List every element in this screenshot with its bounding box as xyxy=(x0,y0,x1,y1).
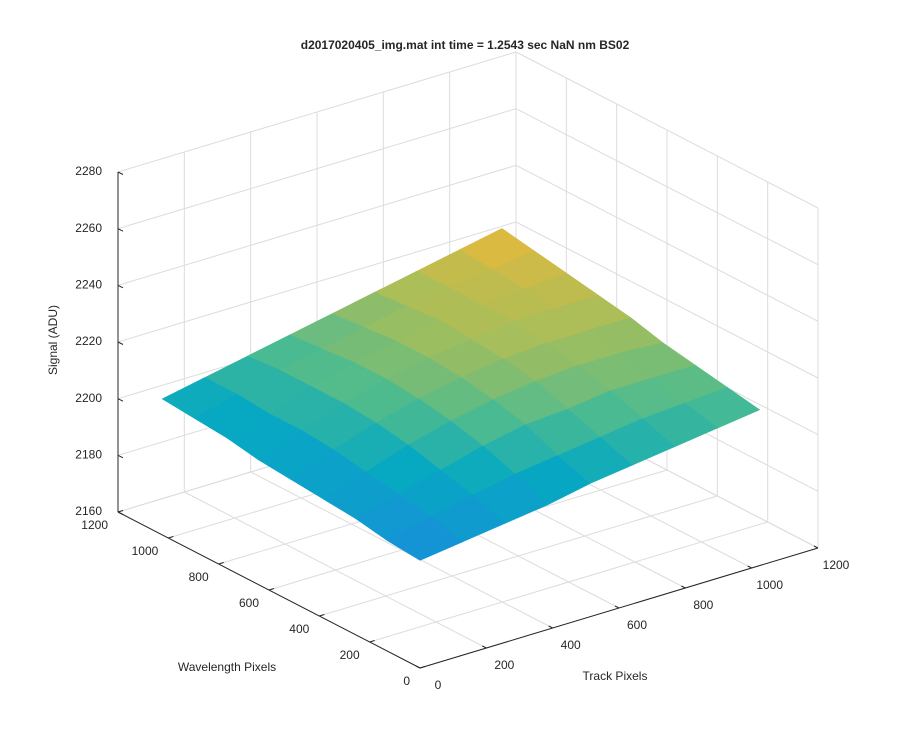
y-tick-label: 600 xyxy=(239,596,259,610)
x-tick xyxy=(548,625,553,629)
surface-cell xyxy=(387,516,464,561)
y-tick xyxy=(218,562,224,565)
y-tick xyxy=(168,536,174,539)
x-tick xyxy=(415,665,421,669)
x-tick xyxy=(482,645,487,649)
grid-line xyxy=(117,221,517,343)
y-tick-label: 800 xyxy=(189,570,209,584)
x-tick-label: 400 xyxy=(561,638,581,652)
y-tick xyxy=(319,614,325,617)
x-tick-label: 600 xyxy=(627,618,647,632)
z-tick-label: 2200 xyxy=(75,391,102,405)
z-tick xyxy=(117,284,124,289)
grid-line xyxy=(515,51,819,209)
surface xyxy=(161,228,761,561)
z-tick-label: 2240 xyxy=(75,278,102,292)
z-tick-label: 2160 xyxy=(75,504,102,518)
y-axis-label: Wavelength Pixels xyxy=(178,660,276,674)
x-tick xyxy=(747,565,752,569)
y-tick xyxy=(268,588,275,591)
y-tick-label: 0 xyxy=(403,674,410,688)
grid-line xyxy=(515,164,819,322)
z-tick xyxy=(117,511,124,515)
x-axis-label: Track Pixels xyxy=(583,669,648,683)
grid-line xyxy=(515,108,819,266)
z-tick xyxy=(117,398,124,402)
chart-title: d2017020405_img.mat int time = 1.2543 se… xyxy=(301,38,630,52)
grid-line xyxy=(117,108,517,230)
z-tick xyxy=(117,454,124,459)
axes: 0 200 400 600 800 1000 1200 0 200 400 600 800 1000 12… xyxy=(75,164,849,692)
x-tick-label: 200 xyxy=(494,658,514,672)
x-tick xyxy=(681,585,686,589)
grid-line xyxy=(515,221,819,379)
y-tick xyxy=(419,666,426,669)
z-tick-label: 2180 xyxy=(75,448,102,462)
grid-line xyxy=(117,51,517,173)
y-tick-label: 1200 xyxy=(81,518,108,532)
x-tick-label: 800 xyxy=(693,598,713,612)
z-tick xyxy=(117,341,124,345)
x-tick xyxy=(614,605,620,609)
z-axis-label: Signal (ADU) xyxy=(46,305,60,375)
y-tick-label: 1000 xyxy=(132,544,159,558)
x-tick xyxy=(813,545,819,549)
grid-line xyxy=(117,164,517,286)
z-tick-label: 2260 xyxy=(75,221,102,235)
x-tick-label: 1000 xyxy=(756,578,783,592)
y-tick xyxy=(369,640,375,643)
x-tick-label: 0 xyxy=(435,678,442,692)
z-tick xyxy=(117,228,124,232)
y-tick-label: 200 xyxy=(340,648,360,662)
y-tick xyxy=(117,510,124,513)
x-tick-label: 1200 xyxy=(823,558,850,572)
grid-line xyxy=(369,521,768,643)
z-tick-label: 2220 xyxy=(75,334,102,348)
z-tick-label: 2280 xyxy=(75,164,102,178)
grid-line xyxy=(319,495,718,617)
z-tick xyxy=(117,171,124,175)
y-tick-label: 400 xyxy=(289,622,309,636)
